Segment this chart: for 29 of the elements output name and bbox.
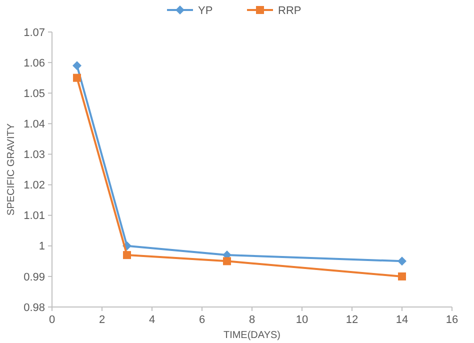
legend-label: RRP <box>278 4 302 17</box>
x-tick-label: 6 <box>198 314 206 326</box>
point <box>73 74 81 82</box>
x-tick-label: 12 <box>346 314 358 326</box>
y-tick-label: 1.05 <box>24 88 45 100</box>
y-tick-label: 1.06 <box>24 57 45 70</box>
legend-label: YP <box>198 4 213 17</box>
x-tick-label: 10 <box>296 314 308 326</box>
y-tick-label: 1.02 <box>24 180 45 192</box>
y-tick-label: 0.99 <box>24 271 45 284</box>
point <box>398 272 406 280</box>
x-tick-label: 16 <box>446 314 458 326</box>
y-tick-label: 1.04 <box>24 118 45 131</box>
y-tick-label: 1.01 <box>24 210 45 222</box>
point <box>72 61 82 70</box>
y-tick-label: 1.07 <box>24 26 45 39</box>
y-tick-label: 0.98 <box>24 302 45 314</box>
y-axis-title: SPECIFIC GRAVITY <box>6 123 17 216</box>
x-axis-title: TIME(DAYS) <box>223 330 281 341</box>
y-tick-label: 1.03 <box>24 149 45 162</box>
x-tick-label: 8 <box>248 314 256 326</box>
point <box>223 257 231 266</box>
x-tick-label: 0 <box>48 314 56 326</box>
y-tick-label: 1 <box>38 240 45 253</box>
x-tick-label: 14 <box>396 314 408 326</box>
x-tick-label: 2 <box>98 314 106 326</box>
x-tick-label: 4 <box>148 314 156 326</box>
point <box>398 256 406 266</box>
point <box>123 251 131 260</box>
